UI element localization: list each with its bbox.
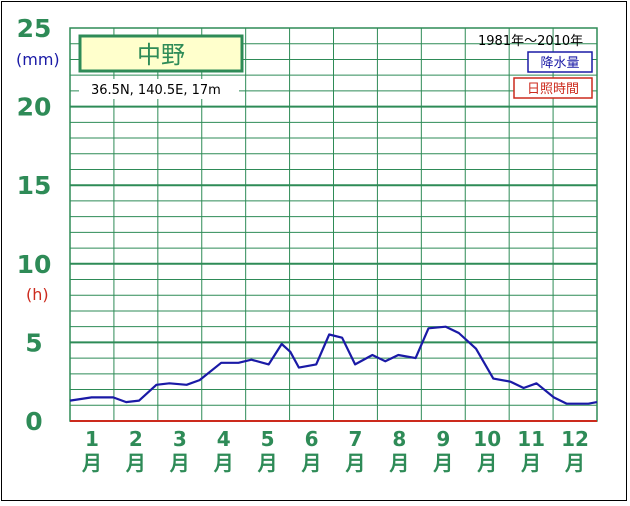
month-suffix: 月 <box>301 451 322 475</box>
y-tick-label: 0 <box>25 407 42 436</box>
month-suffix: 月 <box>257 451 278 475</box>
month-number: 4 <box>217 427 231 451</box>
month-suffix: 月 <box>81 451 102 475</box>
y-tick-label: 10 <box>17 250 52 279</box>
month-suffix: 月 <box>388 451 409 475</box>
month-number: 12 <box>561 427 589 451</box>
month-number: 6 <box>305 427 319 451</box>
month-number: 9 <box>436 427 450 451</box>
y-tick-labels: 0 5 10 15 20 25 <box>17 14 52 436</box>
legend-sunshine-box <box>513 77 593 99</box>
legend-precip-box <box>527 51 593 73</box>
y-tick-label: 25 <box>17 14 52 43</box>
station-name: 中野 <box>137 41 185 69</box>
location-text: 36.5N, 140.5E, 17m <box>91 83 221 98</box>
month-number: 2 <box>129 427 143 451</box>
location-box <box>79 79 239 99</box>
month-suffix: 月 <box>432 451 453 475</box>
month-suffix: 月 <box>213 451 234 475</box>
y-tick-label: 20 <box>17 93 52 122</box>
month-suffix: 月 <box>564 451 585 475</box>
month-suffix: 月 <box>520 451 541 475</box>
month-number: 7 <box>348 427 362 451</box>
y-tick-label: 15 <box>17 171 52 200</box>
unit-mm-label: (mm) <box>16 50 60 69</box>
month-suffix: 月 <box>125 451 146 475</box>
month-number: 1 <box>85 427 99 451</box>
month-number: 3 <box>173 427 187 451</box>
month-suffix: 月 <box>169 451 190 475</box>
unit-h-label: (h) <box>26 285 49 304</box>
station-name-box <box>78 34 244 73</box>
month-number: 5 <box>261 427 275 451</box>
precipitation-line <box>69 325 598 405</box>
month-number: 11 <box>517 427 545 451</box>
legend-sunshine: 日照時間 <box>527 82 579 97</box>
period-text: 1981年～2010年 <box>478 34 583 49</box>
month-number: 10 <box>473 427 501 451</box>
y-tick-label: 5 <box>25 328 42 357</box>
month-number: 8 <box>392 427 406 451</box>
legend-precip: 降水量 <box>540 56 579 71</box>
month-suffix: 月 <box>476 451 497 475</box>
month-suffix: 月 <box>344 451 365 475</box>
